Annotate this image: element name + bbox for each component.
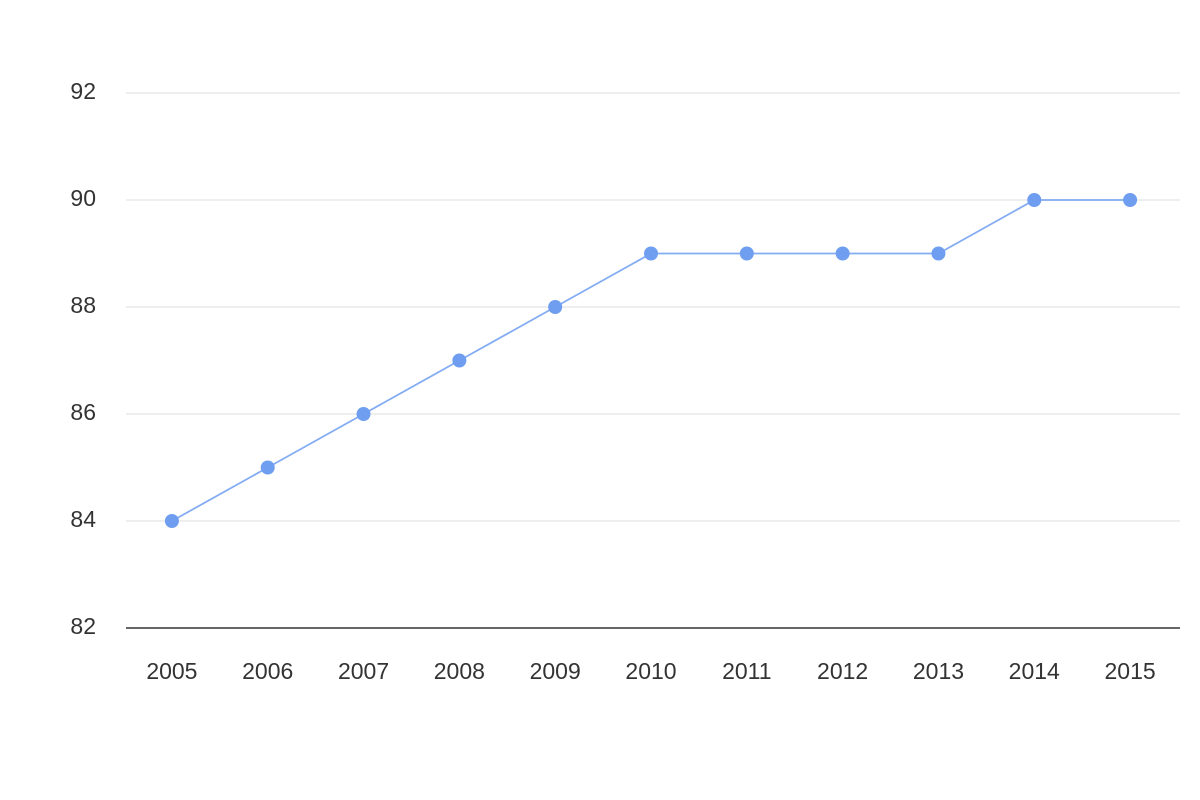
point [835, 246, 850, 261]
point [548, 300, 563, 314]
x-tick-label: 2009 [530, 658, 581, 684]
point [164, 514, 179, 528]
point [739, 246, 754, 261]
x-tick-label: 2008 [434, 658, 485, 684]
point [356, 407, 371, 421]
point [260, 460, 275, 475]
point [644, 246, 658, 261]
x-tick-label: 2014 [1009, 658, 1060, 684]
y-tick-label: 90 [70, 185, 96, 211]
y-tick-label: 86 [70, 399, 96, 425]
y-tick-label: 92 [70, 78, 96, 104]
y-tick-label: 82 [70, 613, 96, 639]
x-tick-label: 2012 [817, 658, 868, 684]
point [452, 353, 467, 368]
x-tick-label: 2011 [722, 658, 771, 684]
y-tick-label: 88 [70, 292, 96, 318]
x-tick-label: 2010 [625, 658, 676, 684]
x-tick-label: 2006 [242, 658, 293, 684]
point [1027, 193, 1042, 207]
point [1123, 193, 1138, 207]
x-tick-label: 2005 [146, 658, 197, 684]
point [931, 246, 946, 261]
x-tick-label: 2007 [338, 658, 389, 684]
x-tick-label: 2013 [913, 658, 964, 684]
y-tick-label: 84 [70, 506, 96, 532]
x-tick-label: 2015 [1105, 658, 1156, 684]
